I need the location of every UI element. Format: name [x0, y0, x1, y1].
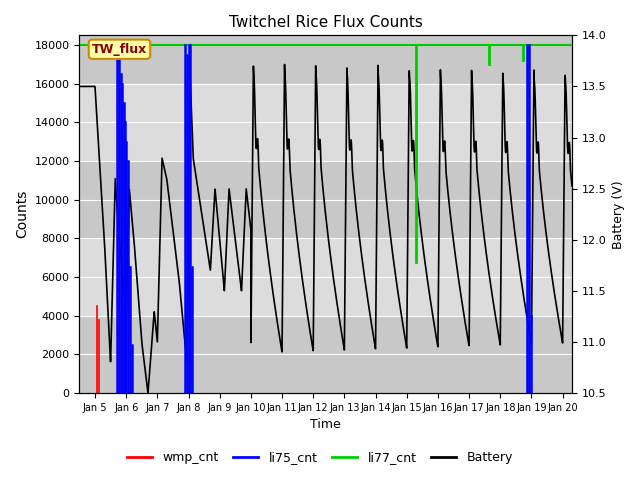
Legend: wmp_cnt, li75_cnt, li77_cnt, Battery: wmp_cnt, li75_cnt, li77_cnt, Battery	[122, 446, 518, 469]
Text: TW_flux: TW_flux	[92, 43, 147, 56]
Bar	[79, 84, 572, 161]
X-axis label: Time: Time	[310, 419, 341, 432]
Bar	[79, 316, 572, 393]
Bar	[79, 161, 572, 239]
Bar	[79, 239, 572, 316]
Bar	[79, 36, 572, 84]
Title: Twitchel Rice Flux Counts: Twitchel Rice Flux Counts	[228, 15, 422, 30]
Y-axis label: Battery (V): Battery (V)	[612, 180, 625, 249]
Y-axis label: Counts: Counts	[15, 190, 29, 239]
